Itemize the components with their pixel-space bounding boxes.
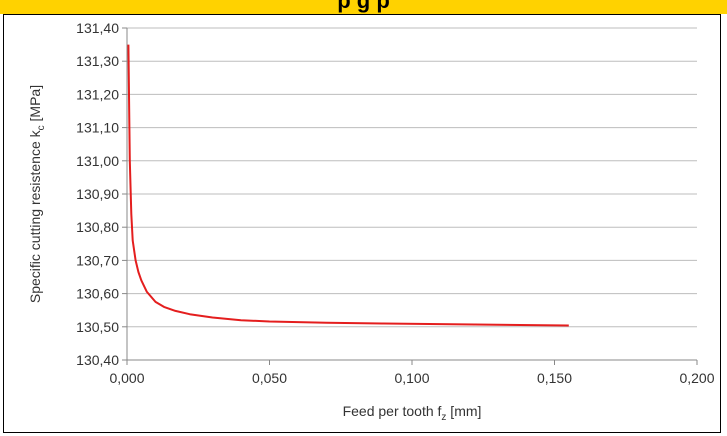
x-tick-labels: 0,000 0,050 0,100 0,150 0,200 bbox=[109, 370, 714, 386]
y-tick-label: 130,70 bbox=[76, 252, 119, 268]
y-tick-label: 131,10 bbox=[76, 120, 119, 136]
series-line bbox=[127, 44, 569, 327]
x-axis-title: Feed per tooth fz [mm] bbox=[343, 403, 482, 423]
x-tick-label: 0,050 bbox=[252, 370, 287, 386]
y-tick-label: 130,50 bbox=[76, 319, 119, 335]
y-axis-title: Specific cutting resistence kc [MPa] bbox=[27, 85, 47, 303]
x-tick-label: 0,000 bbox=[109, 370, 144, 386]
y-tick-label: 130,40 bbox=[76, 352, 119, 368]
y-tick-label: 131,00 bbox=[76, 153, 119, 169]
series-lines bbox=[127, 44, 569, 327]
y-tick-label: 130,90 bbox=[76, 186, 119, 202]
y-tick-label: 130,80 bbox=[76, 219, 119, 235]
x-tick-label: 0,200 bbox=[679, 370, 714, 386]
header-text: p g p bbox=[337, 0, 390, 13]
y-tick-label: 131,20 bbox=[76, 86, 119, 102]
y-tick-label: 131,30 bbox=[76, 53, 119, 69]
y-tick-label: 131,40 bbox=[76, 20, 119, 36]
axes bbox=[122, 27, 698, 365]
gridlines bbox=[127, 27, 697, 328]
y-tick-labels: 130,40 130,50 130,60 130,70 130,80 130,90 131,… bbox=[76, 20, 119, 368]
x-tick-label: 0,100 bbox=[394, 370, 429, 386]
chart-frame bbox=[3, 14, 721, 433]
x-tick-label: 0,150 bbox=[537, 370, 572, 386]
y-tick-label: 130,60 bbox=[76, 286, 119, 302]
top-header-band: p g p bbox=[0, 0, 727, 14]
